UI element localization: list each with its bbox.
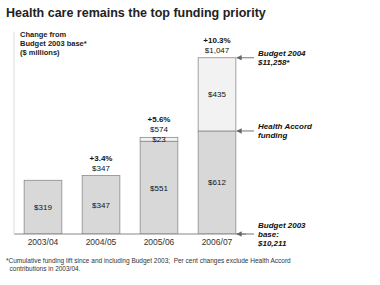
text-line: *Cumulative funding lift since and inclu… — [6, 257, 291, 265]
text-line: $11,258* — [257, 58, 290, 67]
pct-label: +5.6% — [148, 115, 171, 124]
data-label: $612 — [208, 178, 226, 187]
chart: Health care remains the top funding prio… — [0, 0, 380, 285]
text-line: contributions in 2003/04. — [6, 265, 81, 272]
bar-segment — [82, 176, 120, 234]
bar-segment — [140, 141, 178, 234]
data-label: $551 — [150, 184, 168, 193]
annotation: Budget 2004$11,258* — [257, 49, 306, 67]
bar-segment — [198, 58, 236, 131]
y-label: Change fromBudget 2003 base*($ millions) — [20, 30, 87, 57]
data-label: $347 — [92, 201, 110, 210]
bars — [24, 58, 236, 234]
text-line: Budget 2003 base* — [20, 39, 87, 48]
x-tick-label: 2005/06 — [144, 237, 175, 247]
text-line: base: — [258, 230, 279, 239]
total-label: $574 — [150, 125, 168, 134]
pct-label: +10.3% — [203, 36, 230, 45]
data-label: $319 — [34, 203, 52, 212]
annotation-arrow — [237, 130, 254, 131]
data-label: $435 — [208, 90, 226, 99]
x-tick-label: 2004/05 — [86, 237, 117, 247]
text-line: Change from — [20, 30, 67, 39]
text-line: $10,211 — [257, 239, 287, 248]
y-axis-line — [14, 32, 15, 234]
text-line: Budget 2003 — [258, 221, 306, 230]
x-tick-label: 2003/04 — [28, 237, 59, 247]
total-label: $1,047 — [205, 46, 230, 55]
x-tick-label: 2006/07 — [202, 237, 233, 247]
x-axis-line — [14, 234, 246, 235]
title: Health care remains the top funding prio… — [6, 6, 266, 20]
annotation: Budget 2003base:$10,211 — [257, 221, 306, 248]
bar-segment — [82, 175, 120, 176]
annotation-arrow — [237, 234, 254, 235]
text-line: Budget 2004 — [258, 49, 306, 58]
annotation: Health Accordfunding — [258, 122, 313, 140]
text-line: Health Accord — [258, 122, 313, 131]
text-line: funding — [258, 131, 287, 140]
total-label: $347 — [92, 164, 110, 173]
pct-label: +3.4% — [90, 154, 113, 163]
text-line: ($ millions) — [20, 48, 60, 57]
bar-segment — [24, 180, 62, 181]
bar-segment — [198, 131, 236, 234]
annotation-arrow — [237, 57, 254, 58]
footnote: *Cumulative funding lift since and inclu… — [6, 257, 291, 272]
data-label: $23 — [152, 135, 166, 144]
bar-segment — [24, 180, 62, 234]
